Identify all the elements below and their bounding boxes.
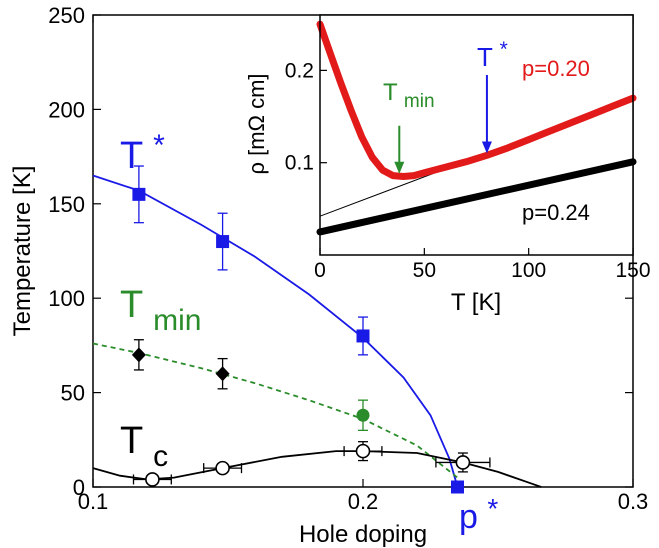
tstar-label-main: T xyxy=(120,135,143,177)
tstar-point xyxy=(216,235,230,249)
series-p024-line xyxy=(316,158,637,236)
tmin-label-sub: min xyxy=(153,304,201,337)
inset-tmin-label-sub: min xyxy=(404,91,435,112)
main-data-points xyxy=(131,187,471,494)
inset-axis-ticks: 0 50 100 150 0.1 0.2 xyxy=(285,59,651,282)
inset-x-axis-label: T [K] xyxy=(451,289,501,316)
tmin_black-point xyxy=(131,347,146,363)
inset-tmin-annotation: T min xyxy=(383,79,435,174)
inset-y-axis-label: ρ [mΩ cm] xyxy=(244,73,269,174)
inset-y-tick-label: 0.1 xyxy=(285,152,314,175)
tc-point xyxy=(355,443,371,459)
inset-x-tick-label: 100 xyxy=(511,259,546,282)
tstar-point xyxy=(451,480,464,494)
tstar-series-label: T * xyxy=(120,129,165,177)
tmin_green-point xyxy=(356,408,370,422)
main-y-tick-label: 100 xyxy=(48,286,85,311)
series-p020-line xyxy=(316,20,637,180)
inset-tstar-arrow-head xyxy=(481,141,492,154)
tmin_black-point xyxy=(215,366,230,382)
main-x-axis-label: Hole doping xyxy=(299,521,427,548)
main-y-tick-label: 0 xyxy=(73,475,85,500)
tc-label-sub: c xyxy=(153,440,168,473)
main-y-tick-label: 200 xyxy=(48,97,85,122)
pstar-label: p * xyxy=(459,493,498,536)
tstar-label-sup: * xyxy=(153,129,165,162)
inset-y-tick-label: 0.2 xyxy=(285,59,314,82)
tmin-series-label: T min xyxy=(120,284,201,337)
tc-point xyxy=(215,460,230,476)
inset-tmin-arrow-head xyxy=(394,161,405,174)
inset-x-tick-label: 50 xyxy=(413,259,436,282)
tstar-point xyxy=(356,329,370,343)
inset-tstar-annotation: T * xyxy=(477,38,508,154)
main-axis-ticks: 0.1 0.2 0.3 0 50 100 150 200 250 xyxy=(48,3,648,514)
series-label-p020: p=0.20 xyxy=(522,56,590,81)
inset-tstar-label: T * xyxy=(477,38,508,72)
inset-x-tick-label: 0 xyxy=(314,259,326,282)
pstar-label-main: p xyxy=(459,498,478,536)
inset-tmin-label: T min xyxy=(383,79,435,112)
tc-point xyxy=(145,472,160,487)
inset-tmin-label-main: T xyxy=(383,79,398,106)
tc-point xyxy=(455,455,471,470)
main-y-axis-label: Temperature [K] xyxy=(9,166,36,337)
inset-tstar-label-sup: * xyxy=(500,38,508,61)
main-x-tick-label: 0.1 xyxy=(78,489,109,514)
tc-series-label: T c xyxy=(120,420,168,473)
tmin-label-main: T xyxy=(120,284,143,326)
tc-label-main: T xyxy=(120,420,143,462)
main-y-tick-label: 150 xyxy=(48,192,85,217)
inset-tstar-label-main: T xyxy=(477,42,493,72)
main-phase-diagram: 0.1 0.2 0.3 0 50 100 150 200 250 Hole doping Tem… xyxy=(9,3,648,548)
tstar-fit-curve xyxy=(92,174,459,488)
main-y-tick-label: 250 xyxy=(48,3,85,28)
inset-plot-frame xyxy=(319,14,634,256)
inset-data-lines xyxy=(316,20,637,236)
resistivity-inset: 0 50 100 150 0.1 0.2 T [K] ρ [mΩ cm] p=0.20 p… xyxy=(244,14,651,316)
main-y-tick-label: 50 xyxy=(61,381,85,406)
pstar-label-sup: * xyxy=(487,493,498,524)
series-label-p024: p=0.24 xyxy=(522,200,590,225)
main-x-tick-label: 0.2 xyxy=(348,489,379,514)
main-x-tick-label: 0.3 xyxy=(618,489,649,514)
inset-background xyxy=(320,15,633,255)
tmin_green-fit-curve xyxy=(92,342,459,479)
tstar-point xyxy=(132,187,146,201)
inset-x-tick-label: 150 xyxy=(615,259,650,282)
